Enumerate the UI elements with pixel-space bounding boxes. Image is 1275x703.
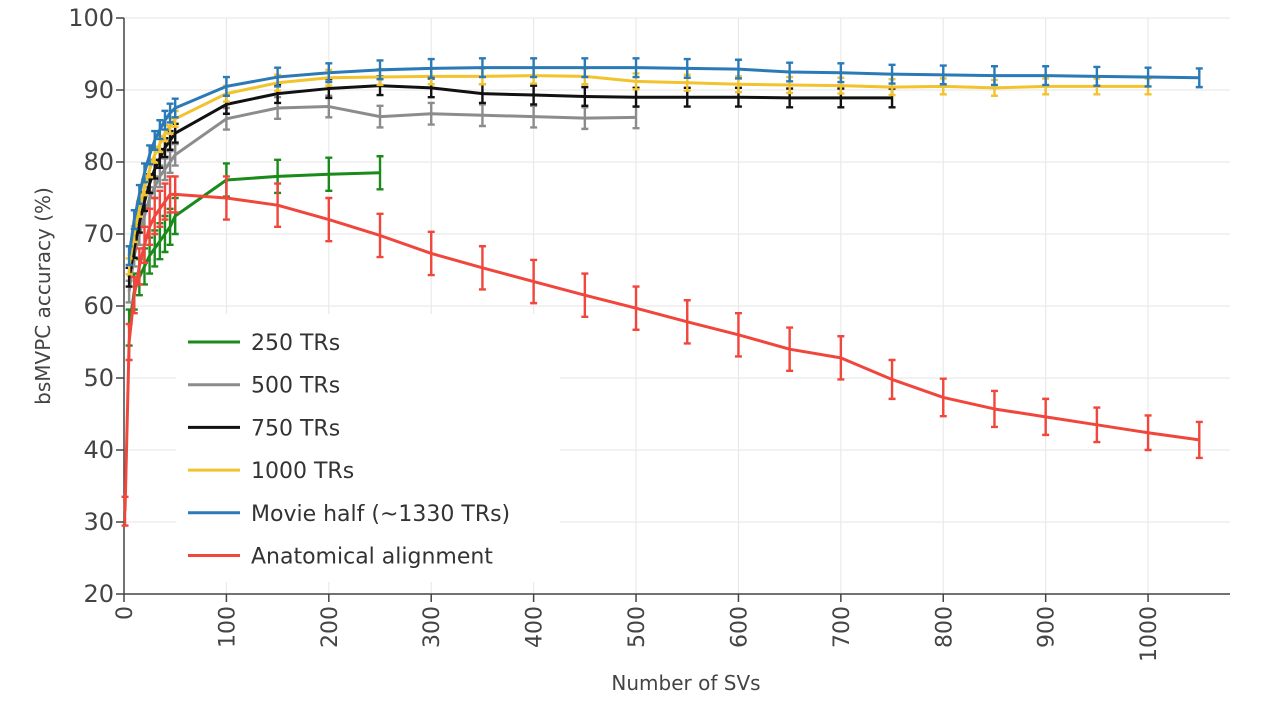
legend-label: 250 TRs xyxy=(251,331,340,356)
series-4 xyxy=(125,57,1203,267)
y-tick-label: 80 xyxy=(83,148,114,176)
x-tick-label: 700 xyxy=(830,606,855,648)
series-line xyxy=(127,171,381,328)
y-tick-label: 90 xyxy=(83,76,114,104)
series-line xyxy=(127,105,637,292)
y-tick-label: 20 xyxy=(83,580,114,608)
legend-background xyxy=(176,314,560,582)
x-tick-label: 400 xyxy=(523,606,548,648)
error-bars xyxy=(125,94,640,304)
x-tick-label: 300 xyxy=(420,606,445,648)
x-tick-label: 100 xyxy=(215,606,240,648)
series-line xyxy=(123,192,1200,512)
series-2 xyxy=(125,75,896,288)
y-tick-label: 70 xyxy=(83,220,114,248)
y-tick-label: 100 xyxy=(68,4,114,32)
series-5 xyxy=(121,175,1203,527)
series-line xyxy=(127,74,1149,267)
legend-label: 500 TRs xyxy=(251,374,340,399)
x-tick-label: 500 xyxy=(625,606,650,648)
series-group xyxy=(121,57,1203,527)
error-bar xyxy=(1195,67,1203,89)
legend-label: 750 TRs xyxy=(251,416,340,441)
x-tick-label: 0 xyxy=(113,606,138,620)
y-tick-label: 60 xyxy=(83,292,114,320)
y-tick-label: 40 xyxy=(83,436,114,464)
error-bar xyxy=(376,155,384,191)
legend-label: Anatomical alignment xyxy=(251,545,493,570)
x-tick-label: 600 xyxy=(727,606,752,648)
series-1 xyxy=(125,94,640,304)
series-line xyxy=(127,84,893,278)
error-bar xyxy=(1195,420,1203,460)
series-line xyxy=(127,66,1200,256)
y-tick-label: 30 xyxy=(83,508,114,536)
y-tick-label: 50 xyxy=(83,364,114,392)
x-tick-label: 200 xyxy=(318,606,343,648)
x-tick-label: 1000 xyxy=(1137,606,1162,662)
legend-label: Movie half (~1330 TRs) xyxy=(251,502,510,527)
legend-label: 1000 TRs xyxy=(251,459,354,484)
y-axis-title: bsMVPC accuracy (%) xyxy=(31,187,55,405)
error-bars xyxy=(125,75,896,288)
x-tick-label: 900 xyxy=(1035,606,1060,648)
x-tick-label: 800 xyxy=(932,606,957,648)
legend[interactable]: 250 TRs 500 TRs 750 TRs 1000 TRs Movie half … xyxy=(176,314,560,582)
x-axis-title: Number of SVs xyxy=(611,671,760,695)
